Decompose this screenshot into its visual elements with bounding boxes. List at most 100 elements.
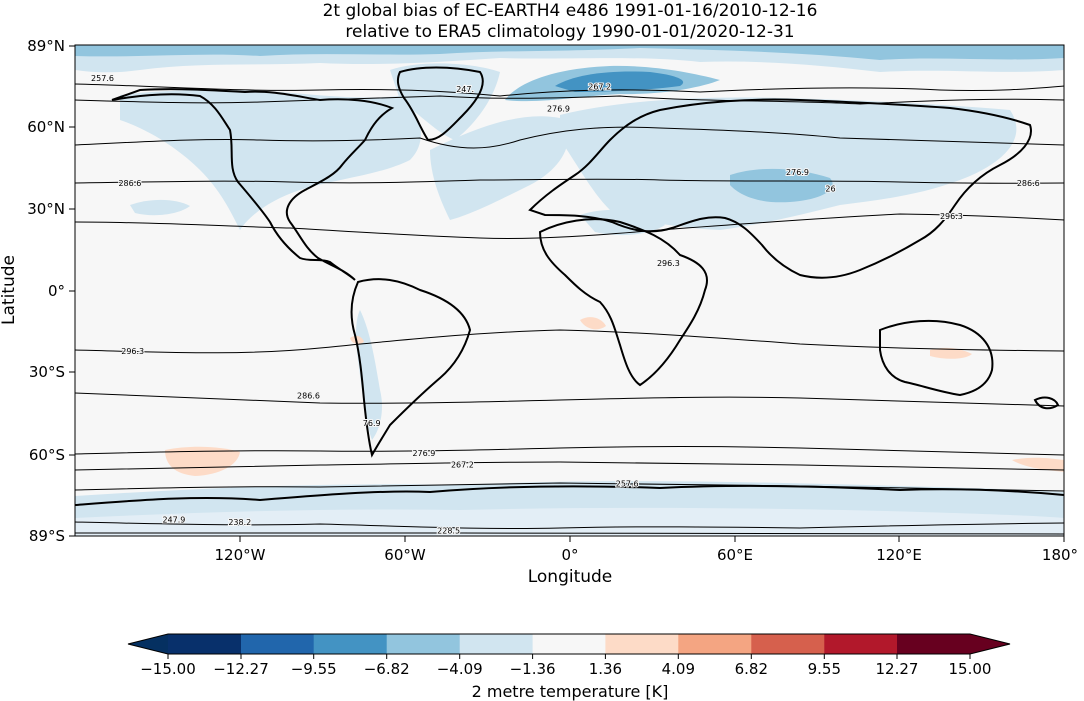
contour-label: 238.2 xyxy=(228,518,251,527)
colorbar: −15.00 −12.27 −9.55 −6.82 −4.09 −1.36 1.36 4.09… xyxy=(127,633,1011,678)
bias-region-tibet xyxy=(730,168,833,203)
contour-label: 286.6 xyxy=(118,179,141,188)
colorbar-tick-label: 15.00 xyxy=(949,660,992,678)
contour-276-9-north xyxy=(75,126,1064,149)
y-tick-label: 60°S xyxy=(29,446,65,464)
colorbar-tick-label: −4.09 xyxy=(437,660,483,678)
y-axis-ticks: 89°N 60°N 30°N 0° 30°S 60°S 89°S xyxy=(27,37,75,545)
y-tick-label: 30°S xyxy=(29,363,65,381)
contour-label: 257.6 xyxy=(91,74,114,83)
bias-region-pacific-patch xyxy=(130,199,190,216)
bias-region-warm-southern-ocean xyxy=(165,446,240,476)
bias-region-north-atlantic xyxy=(430,116,569,220)
colorbar-tick-label: −9.55 xyxy=(291,660,337,678)
map-panel: 257.6 247. 267.2 276.9 286.6 286.6 276.9 26 296.… xyxy=(75,45,1064,536)
contour-label: 296.3 xyxy=(657,259,680,268)
colorbar-bin xyxy=(897,634,971,654)
x-axis-ticks: 120°W 60°W 0° 60°E 120°E 180° xyxy=(215,536,1078,564)
colorbar-bin xyxy=(313,634,388,654)
bias-region-warm-south-pacific xyxy=(1012,457,1064,472)
y-axis-label: Latitude xyxy=(0,255,19,325)
x-tick-label: 0° xyxy=(561,546,578,564)
y-tick-label: 30°N xyxy=(27,200,65,218)
bias-region-north-america xyxy=(120,89,421,231)
colorbar-tick-label: −15.00 xyxy=(140,660,196,678)
coastline-south-america xyxy=(350,278,472,458)
x-tick-label: 120°W xyxy=(215,546,266,564)
colorbar-bin xyxy=(532,634,606,654)
contour-label: 247. xyxy=(456,85,474,94)
x-tick-label: 60°E xyxy=(717,546,753,564)
x-tick-label: 60°W xyxy=(384,546,426,564)
contour-238-2 xyxy=(75,521,1064,530)
x-tick-label: 180° xyxy=(1042,546,1078,564)
colorbar-label: 2 metre temperature [K] xyxy=(472,682,669,701)
coastline-antarctica xyxy=(75,484,1064,506)
contour-296-3-north xyxy=(75,213,1064,239)
contour-267-2-south xyxy=(75,461,1064,471)
colorbar-tick-label: −1.36 xyxy=(510,660,556,678)
contour-label: 228.5 xyxy=(437,527,460,536)
bias-region-eurasia xyxy=(560,97,1017,230)
bias-region-arctic-strong xyxy=(75,45,1064,60)
bias-region-barents-core xyxy=(555,71,684,92)
x-tick-label: 120°E xyxy=(876,546,922,564)
contour-label: 296.3 xyxy=(121,347,144,356)
contour-label: 276.9 xyxy=(786,168,809,177)
y-tick-label: 89°S xyxy=(29,527,65,545)
colorbar-extend-low xyxy=(128,634,168,654)
contour-label: 286.6 xyxy=(1017,179,1040,188)
contour-label: 76.9 xyxy=(363,419,381,428)
colorbar-bin xyxy=(459,634,534,654)
colorbar-tick-label: 6.82 xyxy=(735,660,768,678)
contour-label: 296.3 xyxy=(940,212,963,221)
title-line-2: relative to ERA5 climatology 1990-01-01/… xyxy=(345,22,794,42)
colorbar-bin xyxy=(824,634,898,654)
colorbar-tick-label: 12.27 xyxy=(876,660,919,678)
coastline-australia xyxy=(879,319,994,397)
colorbar-tick-label: 4.09 xyxy=(662,660,695,678)
coastline-eurasia xyxy=(528,98,1032,279)
contour-label: 286.6 xyxy=(297,391,320,400)
bias-region-warm-australia xyxy=(930,347,972,359)
title-line-1: 2t global bias of EC-EARTH4 e486 1991-01… xyxy=(323,1,818,21)
contour-label: 267.2 xyxy=(588,82,611,91)
colorbar-tick-label: −12.27 xyxy=(213,660,269,678)
colorbar-extend-high xyxy=(970,634,1010,654)
contour-286-6-south xyxy=(75,392,1064,407)
contour-267-2-north xyxy=(75,95,1064,105)
contour-label: 276.9 xyxy=(412,449,435,458)
y-tick-label: 0° xyxy=(48,282,65,300)
colorbar-bin xyxy=(386,634,461,654)
climatology-contours xyxy=(75,83,1064,535)
y-tick-label: 89°N xyxy=(27,37,65,55)
x-axis-label: Longitude xyxy=(528,567,613,587)
contour-label: 276.9 xyxy=(547,104,570,113)
coastline-africa xyxy=(538,218,708,387)
contour-label: 26 xyxy=(825,184,835,193)
contour-label: 247.9 xyxy=(162,515,185,524)
contour-296-3-south xyxy=(75,329,1064,354)
colorbar-bin xyxy=(751,634,825,654)
bias-region-antarctic-interior xyxy=(75,507,1064,536)
contour-label: 267.2 xyxy=(451,460,474,469)
contour-label-layer: 257.6 247. 267.2 276.9 286.6 286.6 276.9 26 296.… xyxy=(90,73,1041,536)
coastlines xyxy=(75,66,1064,506)
contour-286-6-north xyxy=(75,178,1064,184)
colorbar-tick-label: −6.82 xyxy=(364,660,410,678)
contour-257-6-north xyxy=(75,83,1064,97)
colorbar-bin xyxy=(168,634,242,654)
y-tick-label: 60°N xyxy=(27,118,65,136)
bias-region-warm-benguela xyxy=(580,317,606,330)
contour-276-9-south xyxy=(75,446,1064,456)
contour-label: 257.6 xyxy=(616,480,639,489)
colorbar-tick-label: 9.55 xyxy=(808,660,841,678)
coastline-new-zealand xyxy=(1033,396,1060,410)
colorbar-bin xyxy=(605,634,679,654)
colorbar-tick-label: 1.36 xyxy=(589,660,622,678)
bias-region-greenland xyxy=(390,63,500,140)
colorbar-bin xyxy=(241,634,315,654)
contour-257-6-south xyxy=(75,482,1064,492)
colorbar-bin xyxy=(678,634,752,654)
